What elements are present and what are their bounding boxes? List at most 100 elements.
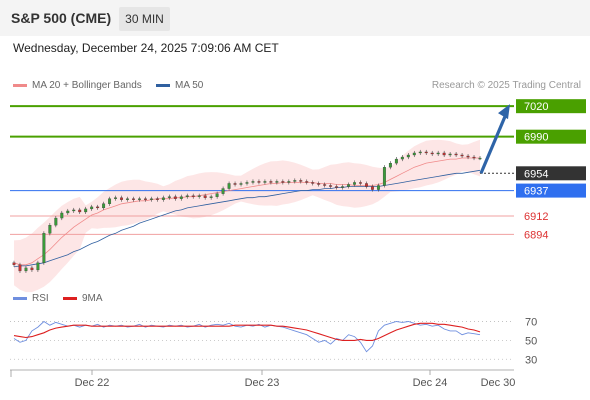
x-tick-label: Dec 30 [481,377,516,389]
candle-body [72,209,76,212]
ma20-line [13,157,480,266]
candle-body [442,152,446,156]
x-tick-label: Dec 22 [75,377,110,389]
legend-rsi-label: RSI [32,293,49,304]
x-tick-label: Dec 24 [413,377,448,389]
candle-body [406,154,410,158]
candle-body [347,184,351,187]
candle-body [436,152,440,155]
candle-body [191,195,195,197]
rsi-swatch [13,296,27,300]
timeframe-badge[interactable]: 30 MIN [119,7,170,31]
candle-body [353,182,356,185]
candle-body [179,196,183,199]
projection-arrow-head [498,104,510,120]
candle-body [257,181,261,183]
level-label-6937: 6937 [524,186,548,198]
candle-body [102,203,106,209]
candle-body [281,181,285,183]
candle-body [454,153,458,156]
legend-ma20-label: MA 20 + Bollinger Bands [32,80,142,91]
candle-body [30,267,34,271]
header-bar: S&P 500 (CME) 30 MIN [0,0,590,36]
candle-body [215,193,219,197]
candle-body [42,233,46,263]
candle-body [448,153,452,156]
candle-body [78,209,82,213]
candle-body [108,198,112,204]
level-badge-7020 [516,99,586,114]
candle-body [341,186,345,188]
candle-body [233,183,237,185]
candle-body [466,155,470,158]
candle-body [173,196,177,199]
candle-body [400,156,404,160]
candle-body [197,195,201,197]
candle-body [120,197,123,200]
candle-body [418,151,422,154]
ma50-line [13,169,481,268]
candle-body [203,195,207,198]
candle-body [143,198,147,200]
candle-body [221,188,225,194]
level-label-6912: 6912 [524,211,548,223]
legend-ma20: MA 20 + Bollinger Bands [13,80,142,91]
candle-body [263,181,267,183]
candle-body [275,181,279,183]
x-tick-label: Dec 23 [245,377,280,389]
candle-body [60,212,64,219]
level-badge-6954 [516,166,586,181]
candle-body [323,184,327,186]
candle-body [185,195,189,197]
candle-body [149,198,153,200]
level-badge-6937 [516,183,586,198]
candle-body [299,180,303,182]
candle-body [287,181,291,183]
candle-body [335,186,339,188]
candle-body [24,267,28,272]
candle-body [84,208,88,213]
candle-body [48,225,52,234]
legend-rsi: RSI [13,293,49,304]
level-badge-6990 [516,129,586,144]
candle-body [96,206,100,209]
legend-9ma: 9MA [63,293,103,304]
candle-body [460,154,464,157]
ma20-swatch [13,83,27,87]
candle-body [317,183,321,185]
candle-body [371,186,374,190]
candle-body [305,181,309,183]
candle-body [161,197,165,200]
candle-body [36,262,40,271]
candle-body [293,180,297,182]
candle-body [18,264,22,272]
candle-body [12,262,16,265]
rsi-tick-50: 50 [525,335,537,347]
legend-ma50: MA 50 [156,80,203,91]
candle-body [388,162,392,168]
projection-arrow-shaft [479,113,508,174]
candle-body [359,182,362,184]
level-label-7020: 7020 [524,101,548,113]
candle-body [311,182,315,184]
candle-body [478,157,482,160]
bollinger-band [14,139,480,293]
candle-body [365,183,368,187]
candle-body [126,198,129,200]
level-label-6990: 6990 [524,132,548,144]
candle-body [251,181,255,183]
candle-body [239,183,243,185]
ma9-swatch [63,296,77,300]
rsi-series-9ma [13,322,481,341]
candle-body [138,198,141,200]
level-label-6954: 6954 [524,168,548,180]
candle-body [424,151,428,154]
candle-body [269,181,273,183]
rsi-tick-30: 30 [525,354,537,366]
candle-body [66,210,70,214]
candle-body [376,185,380,190]
level-label-6894: 6894 [524,229,548,241]
candle-body [329,185,333,187]
candle-body [412,152,416,156]
